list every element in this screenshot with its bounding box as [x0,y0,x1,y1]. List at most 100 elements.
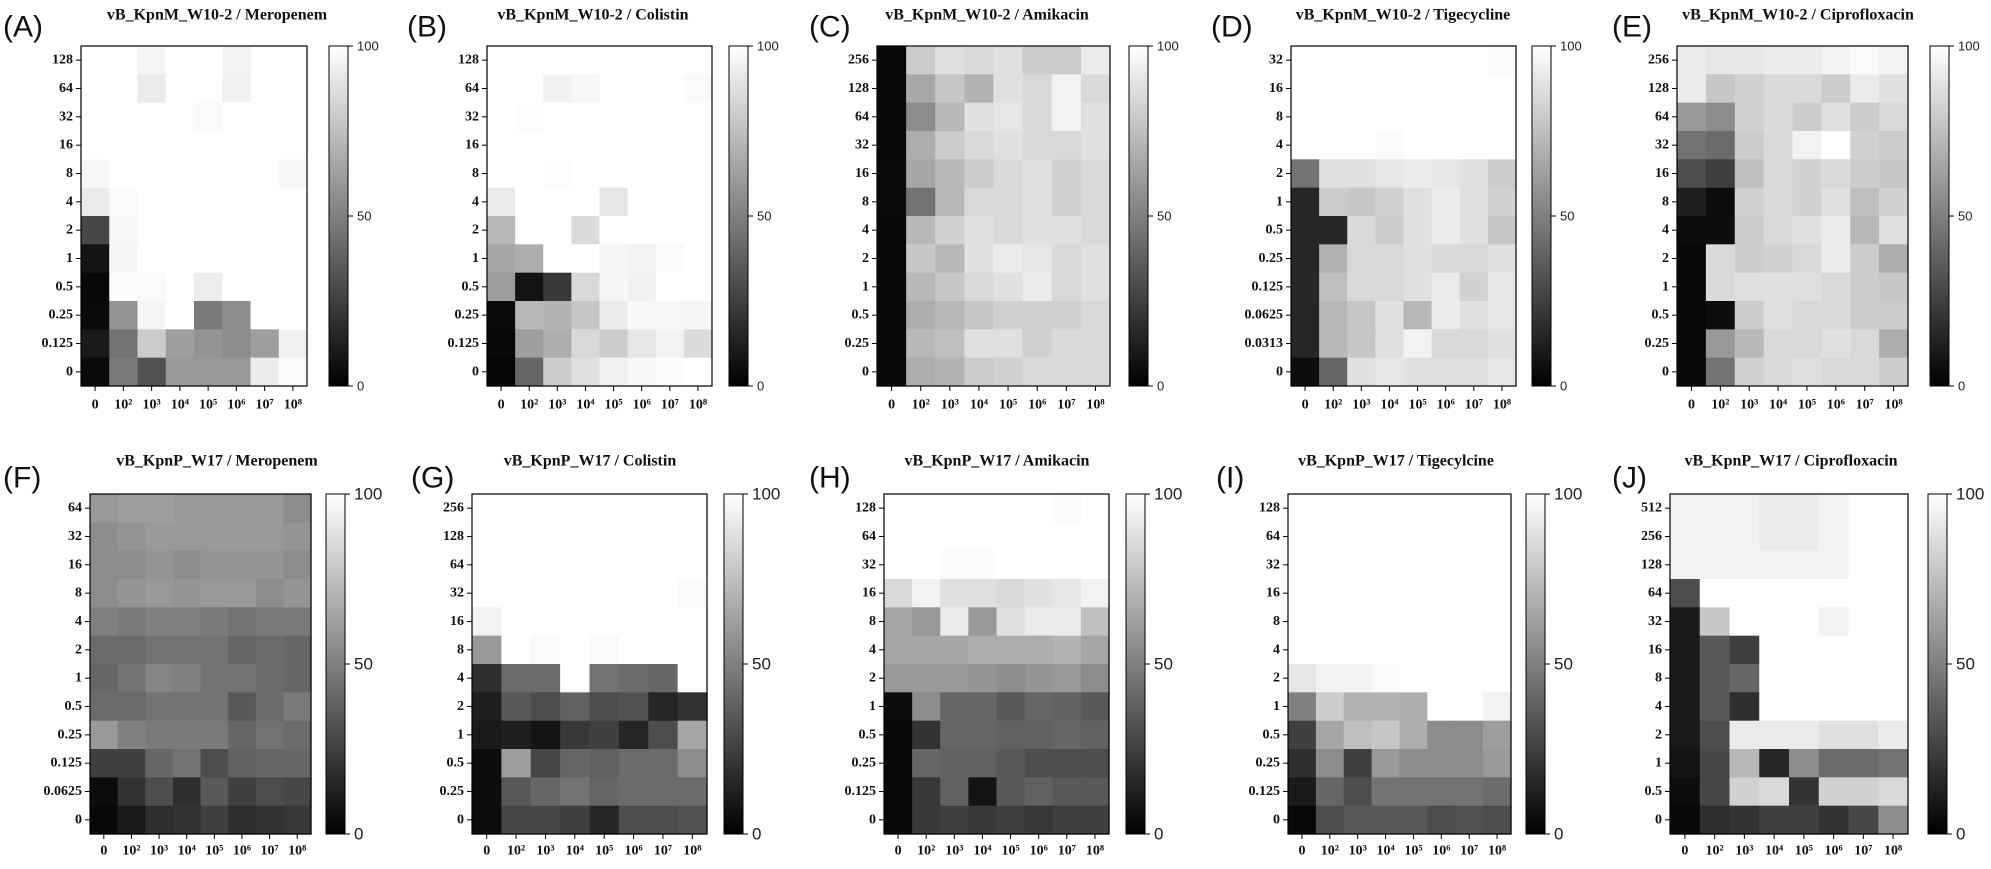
heatmap-cell [1024,522,1054,552]
y-tick-label: 8 [1273,614,1280,629]
heatmap-cell [1403,216,1433,245]
heatmap-cell [877,357,907,387]
heatmap-cell [487,131,516,160]
heatmap-cell [1288,805,1317,835]
heatmap-cell [993,46,1024,75]
y-tick-label: 256 [443,501,464,516]
heatmap-cell [912,720,941,750]
heatmap-cell [648,720,679,750]
colorbar-tick-label: 0 [1560,379,1567,394]
heatmap-cell [1487,357,1517,387]
heatmap-cell [1699,579,1731,608]
heatmap-cell [1051,244,1082,274]
heatmap-cell [255,720,284,750]
heatmap-cell [1818,692,1850,722]
heatmap-cell [472,692,502,722]
colorbar-tick-label: 0 [1958,379,1965,394]
heatmap-cell [677,777,708,807]
heatmap-cell [81,187,110,217]
heatmap-cell [618,522,649,552]
heatmap-cell [1821,272,1851,302]
heatmap-cell [1734,329,1765,359]
heatmap-cell [996,607,1026,637]
heatmap-cell [145,522,174,552]
y-tick-label: 256 [848,53,869,68]
heatmap-cell [884,579,913,608]
heatmap-cell [1024,635,1054,665]
heatmap-cell [1459,159,1489,189]
y-tick-label: 0.0625 [44,784,83,799]
heatmap-cell [571,357,601,387]
heatmap-cell [165,102,195,132]
heatmap-cell [1792,102,1822,132]
heatmap-cell [194,46,223,75]
heatmap-cell [1024,692,1054,722]
y-tick-label: 0.5 [56,279,74,294]
heatmap-cell [906,272,936,302]
heatmap-cell [1483,579,1512,608]
heatmap-cell [137,159,167,189]
heatmap-cell [222,244,252,274]
heatmap-cell [571,159,601,189]
heatmap-cell [165,329,195,359]
heatmap-cell [515,187,544,217]
panel-f: (F) vB_KpnP_W17 / Meropenem 64 32 16 8 4 2 1 0.5 0… [3,453,382,859]
heatmap-cell [655,159,685,189]
heatmap-cell [228,550,257,580]
heatmap-cell [1487,244,1517,274]
heatmap-cell [1848,522,1879,552]
y-tick-label: 8 [1655,671,1662,686]
heatmap-cell [543,159,572,189]
heatmap-cell [884,720,913,750]
heatmap-cell [683,216,713,245]
panel-title: vB_KpnM_W10-2 / Colistin [497,7,688,24]
heatmap-cell [222,272,252,302]
heatmap-cell [599,46,629,75]
colorbar-tick-label: 100 [1958,39,1980,54]
heatmap-cell [884,522,913,552]
heatmap-cell [884,805,913,835]
heatmap-cell [1734,357,1765,387]
heatmap-cell [1315,692,1345,722]
heatmap-cell [1759,720,1790,750]
heatmap-cell [1291,131,1320,160]
heatmap-cell [1427,494,1456,523]
heatmap-cell [1399,664,1428,693]
heatmap-cell [964,244,995,274]
x-tick-label: 10² [520,398,538,413]
x-tick-label: 10² [1324,398,1342,413]
colorbar-tick-label: 0 [752,825,761,844]
heatmap-cell [1399,692,1428,722]
heatmap-cell [1759,635,1790,665]
heatmap-cell [1455,692,1484,722]
heatmap-cell [81,46,110,75]
x-tick-label: 10⁵ [1798,398,1816,413]
x-tick-label: 10⁵ [595,844,613,859]
heatmap-cell [599,244,629,274]
heatmap-cell [222,301,252,330]
heatmap-cell [1375,74,1405,104]
heatmap-cell [283,692,312,722]
heatmap-cell [589,579,620,608]
heatmap-cell [1677,244,1707,274]
heatmap-cell [278,357,308,387]
heatmap-cell [906,102,936,132]
heatmap-cell [1792,74,1822,104]
heatmap-cell [627,187,657,217]
heatmap-cell [1789,805,1820,835]
heatmap-cell [1483,720,1512,750]
heatmap-cell [912,692,941,722]
heatmap-cell [964,74,995,104]
heatmap-cell [222,102,252,132]
heatmap-cell [1850,159,1880,189]
heatmap-cell [543,131,572,160]
colorbar-gradient [728,45,749,387]
heatmap-cell [1734,272,1765,302]
heatmap-cell [964,216,995,245]
heatmap-cell [1818,579,1850,608]
heatmap-cell [1319,301,1348,330]
heatmap-cell [472,720,502,750]
heatmap-cell [1763,74,1794,104]
heatmap-cell [1818,522,1850,552]
